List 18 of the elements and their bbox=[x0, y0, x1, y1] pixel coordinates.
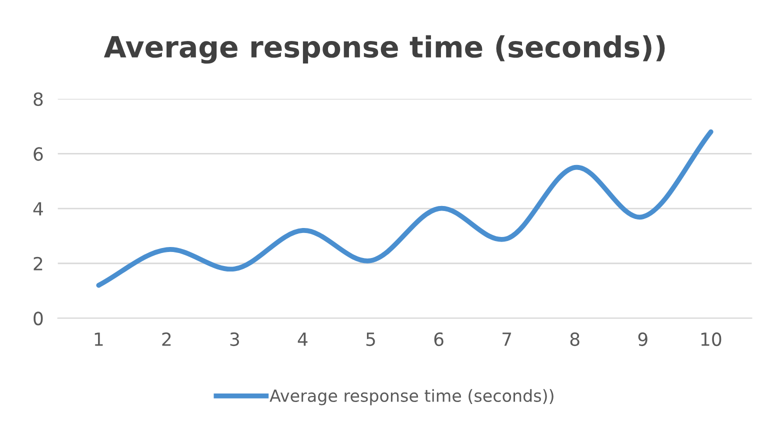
x-tick-label: 8 bbox=[570, 332, 580, 346]
y-tick-label: 8 bbox=[34, 92, 43, 106]
y-tick-label: 2 bbox=[34, 256, 42, 270]
x-tick-label: 7 bbox=[502, 332, 512, 346]
x-tick-label: 4 bbox=[298, 332, 308, 346]
legend-label: Average response time (seconds)) bbox=[270, 389, 554, 406]
x-tick-label: 3 bbox=[230, 332, 239, 346]
y-tick-label: 4 bbox=[33, 202, 43, 216]
y-tick-label: 6 bbox=[34, 147, 43, 161]
x-tick-label: 9 bbox=[638, 332, 648, 346]
x-tick-label: 1 bbox=[94, 332, 103, 346]
y-tick-label: 0 bbox=[34, 312, 43, 326]
x-tick-label: 5 bbox=[366, 332, 375, 346]
x-tick-label: 2 bbox=[162, 332, 171, 346]
line-series bbox=[96, 129, 714, 288]
chart-title: Average response time (seconds)) bbox=[104, 35, 665, 64]
x-tick-label: 6 bbox=[434, 332, 444, 346]
x-tick-label: 10 bbox=[701, 332, 722, 346]
